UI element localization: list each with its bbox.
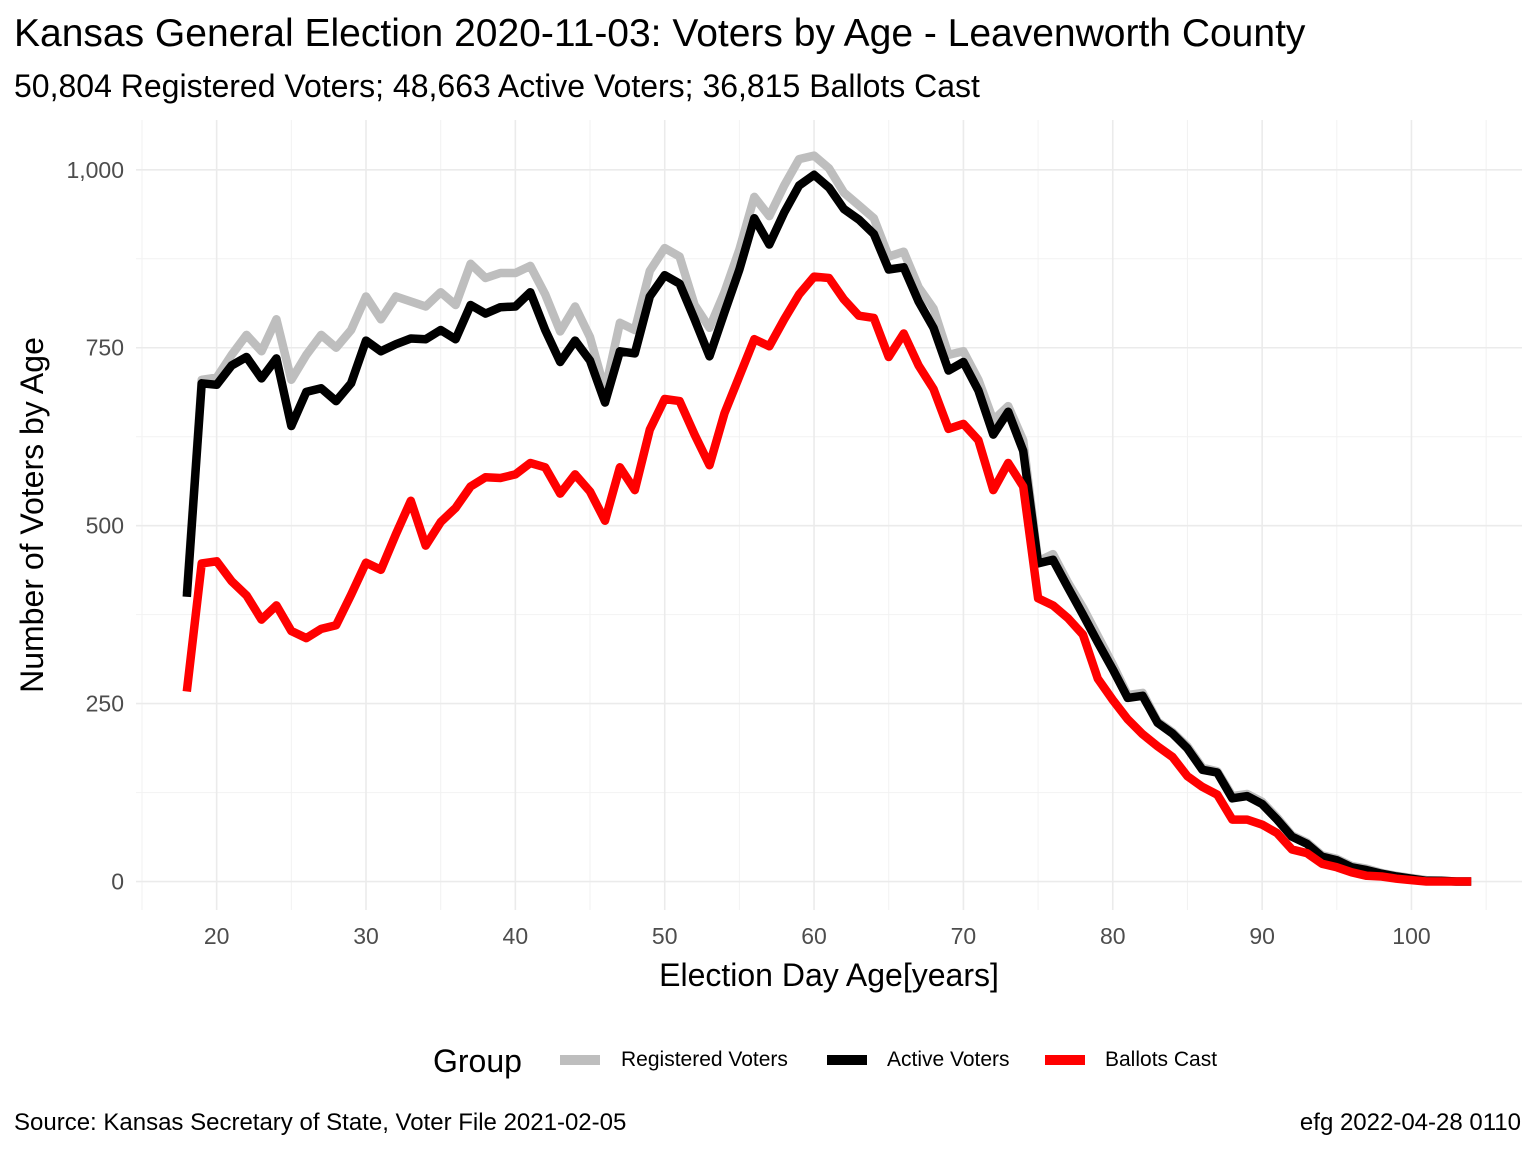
y-tick-label: 1,000 <box>66 157 124 183</box>
y-tick-label: 0 <box>111 869 124 895</box>
legend-label-registered-voters: Registered Voters <box>621 1048 788 1071</box>
minor-gridlines <box>136 120 1522 910</box>
major-gridlines <box>136 120 1522 910</box>
legend: Group Registered Voters Active Voters Ba… <box>0 1040 1536 1084</box>
x-tick-label: 90 <box>1249 923 1275 949</box>
legend-label-active-voters: Active Voters <box>887 1048 1010 1071</box>
y-tick-label: 250 <box>86 691 124 717</box>
x-tick-label: 70 <box>951 923 977 949</box>
credit-caption: efg 2022-04-28 0110 <box>1299 1109 1521 1136</box>
line-chart: 20 30 40 50 60 70 80 90 100 0 250 500 750 1,000 Elec… <box>14 120 1522 993</box>
x-tick-label: 80 <box>1100 923 1126 949</box>
chart-subtitle: 50,804 Registered Voters; 48,663 Active … <box>14 68 980 104</box>
legend-title: Group <box>433 1043 522 1079</box>
source-caption: Source: Kansas Secretary of State, Voter… <box>14 1109 627 1136</box>
x-tick-label: 100 <box>1392 923 1430 949</box>
y-tick-label: 500 <box>86 513 124 539</box>
x-tick-label: 20 <box>204 923 230 949</box>
x-axis-tick-labels: 20 30 40 50 60 70 80 90 100 <box>204 923 1431 949</box>
x-tick-label: 40 <box>503 923 529 949</box>
x-tick-label: 30 <box>353 923 379 949</box>
chart-title: Kansas General Election 2020-11-03: Vote… <box>14 12 1306 55</box>
legend-key-ballots-cast <box>1045 1055 1085 1065</box>
legend-label-ballots-cast: Ballots Cast <box>1105 1048 1218 1071</box>
x-tick-label: 50 <box>652 923 678 949</box>
y-axis-title: Number of Voters by Age <box>14 337 50 693</box>
series-lines <box>182 151 1472 886</box>
x-tick-label: 60 <box>801 923 827 949</box>
y-axis-tick-labels: 0 250 500 750 1,000 <box>66 157 124 895</box>
legend-key-active-voters <box>827 1055 867 1065</box>
legend-key-registered-voters <box>560 1055 600 1065</box>
series-line-active-voters <box>182 170 1472 886</box>
series-line-registered-voters <box>182 151 1472 886</box>
series-line-ballots-cast <box>182 272 1472 886</box>
x-axis-title: Election Day Age[years] <box>659 957 999 993</box>
y-tick-label: 750 <box>86 335 124 361</box>
